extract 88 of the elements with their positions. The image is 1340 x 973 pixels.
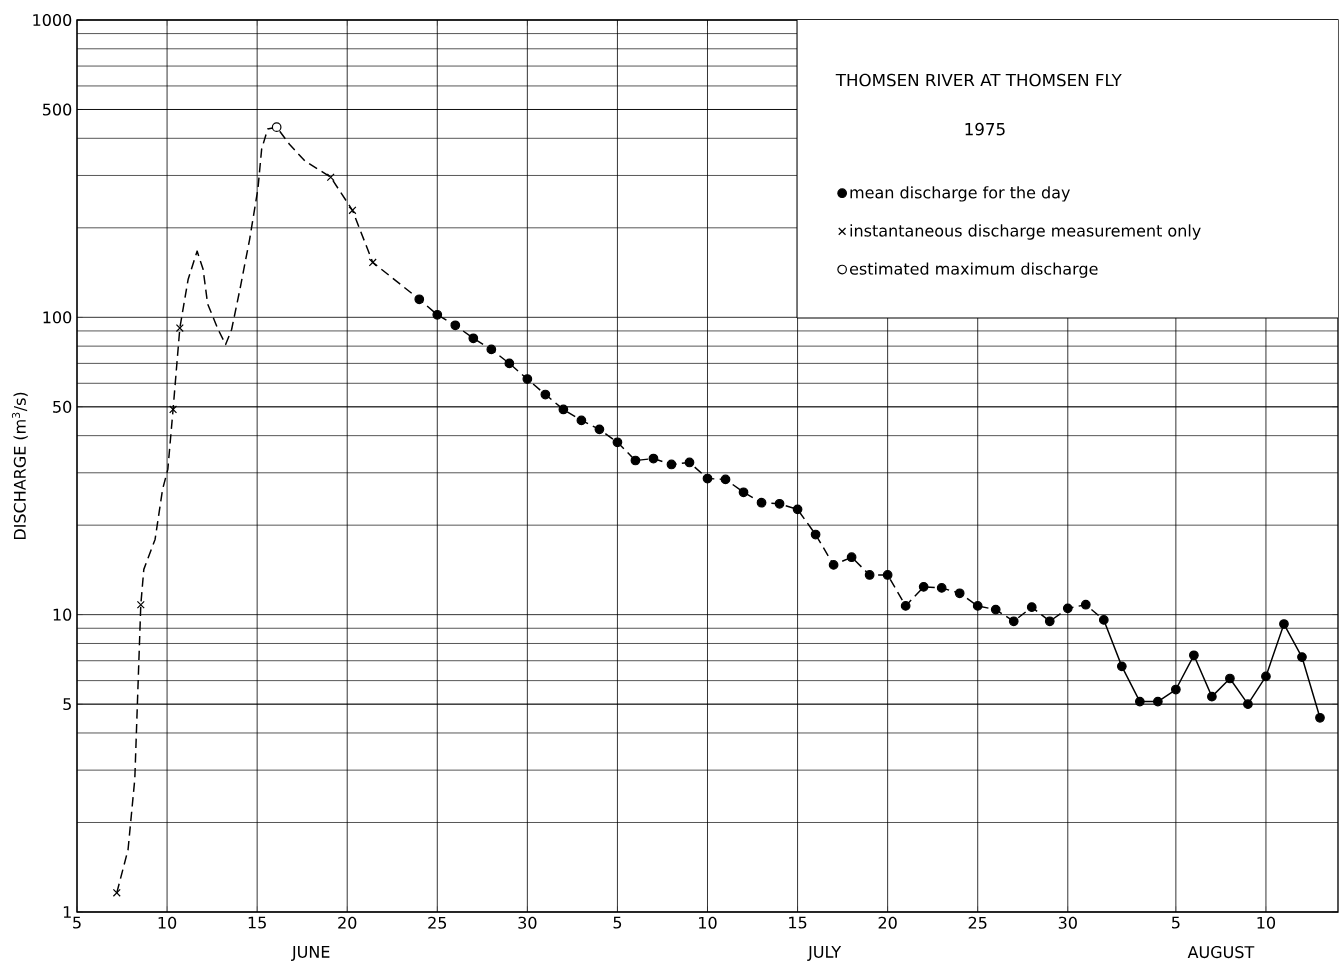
point [954, 588, 965, 599]
point [1152, 696, 1163, 707]
x-tick-label: 15 [789, 916, 807, 929]
point [169, 405, 178, 414]
point [468, 333, 479, 344]
x-tick-label: 10 [699, 916, 717, 929]
point [540, 389, 551, 400]
point [504, 358, 515, 369]
point [1008, 616, 1019, 627]
point [936, 583, 947, 593]
point [684, 457, 695, 468]
point [666, 459, 677, 470]
point [1225, 673, 1235, 684]
x-tick-label: 25 [428, 916, 447, 929]
text: JULY [807, 946, 842, 961]
point [1026, 602, 1037, 612]
point [486, 344, 497, 355]
point [136, 600, 145, 609]
y-tick-label: 500 [42, 103, 72, 116]
y-tick-label: 100 [43, 311, 72, 324]
point [810, 529, 821, 540]
point [1279, 619, 1289, 629]
x-tick-label: 5 [613, 916, 622, 929]
point [594, 424, 605, 435]
point [1080, 599, 1091, 610]
point [738, 487, 749, 498]
x-tick-label: 5 [73, 916, 81, 929]
y-tick-label: 10 [53, 608, 72, 621]
point [1261, 671, 1271, 682]
point [864, 570, 875, 580]
point [450, 320, 461, 331]
point [1062, 603, 1073, 614]
y-axis-title: DISCHARGE (m$^{3}$/s) [11, 392, 28, 540]
point [432, 309, 443, 320]
point [846, 552, 857, 563]
point [918, 582, 929, 592]
point [112, 888, 121, 897]
x-tick-label: 15 [248, 916, 266, 929]
point [990, 604, 1001, 615]
point [175, 324, 184, 333]
point [558, 404, 569, 415]
point [1098, 615, 1109, 625]
point [792, 504, 803, 515]
point [882, 570, 893, 580]
point [1116, 661, 1127, 672]
point [972, 601, 983, 611]
point [774, 498, 785, 509]
point [576, 415, 587, 426]
point [368, 258, 377, 267]
point [612, 437, 623, 448]
point [1243, 699, 1253, 710]
point [348, 206, 357, 215]
point [326, 173, 335, 182]
text: THOMSEN RIVER AT THOMSEN FLY [835, 73, 1122, 87]
point [1044, 616, 1055, 627]
point [1297, 652, 1307, 662]
x-tick-label: 30 [1058, 916, 1077, 929]
text: JUNE [291, 946, 330, 961]
point [522, 374, 533, 384]
point [900, 601, 911, 611]
text: AUGUST [1187, 946, 1255, 959]
point [1134, 696, 1145, 707]
text: 1975 [965, 122, 1005, 136]
x-tick-label: 10 [158, 916, 177, 929]
y-tick-label: 1000 [33, 13, 72, 27]
legend-label: mean discharge for the day [850, 186, 1070, 202]
x-tick-label: 5 [1172, 916, 1180, 929]
point [702, 473, 713, 484]
point [1189, 650, 1199, 661]
point [720, 474, 731, 485]
y-tick-label: 1 [63, 906, 71, 918]
legend-label: instantaneous discharge measurement only [850, 224, 1201, 240]
y-tick-label: 50 [53, 400, 72, 413]
point [828, 560, 839, 570]
x-tick-label: 20 [878, 916, 897, 929]
x-tick-label: 30 [518, 916, 537, 929]
legend-label: estimated maximum discharge [849, 262, 1098, 278]
point [414, 294, 425, 305]
point [1207, 691, 1217, 702]
point [630, 455, 641, 466]
x-tick-label: 25 [968, 916, 987, 929]
point [648, 453, 659, 464]
point [1171, 684, 1181, 695]
point [756, 497, 767, 508]
x-tick-label: 10 [1257, 916, 1276, 929]
y-tick-label: 5 [63, 698, 71, 711]
x-tick-label: 20 [338, 916, 357, 929]
point [271, 122, 282, 133]
